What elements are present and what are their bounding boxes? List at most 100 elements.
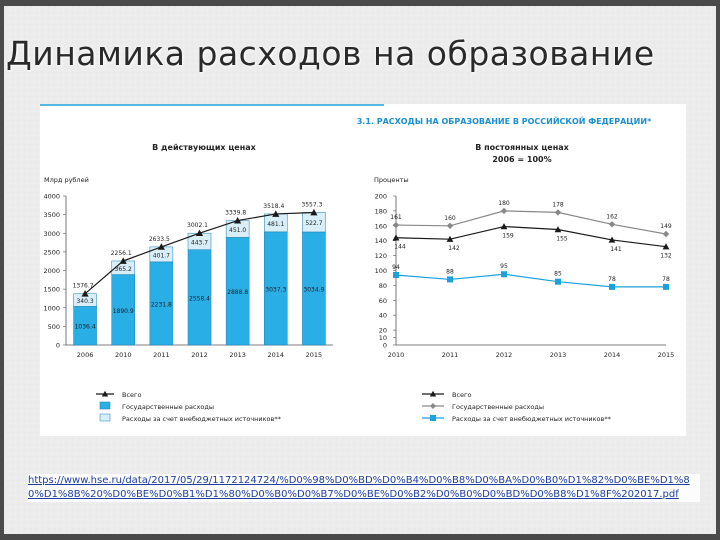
left-y-tick-label: 1000: [43, 304, 60, 312]
left-y-tick-label: 500: [48, 323, 60, 331]
right-total-label: 144: [394, 244, 406, 251]
bar-extra-label: 365.2: [115, 266, 132, 273]
right-gov-label: 160: [444, 215, 456, 222]
right-x-tick-label: 2011: [442, 351, 459, 359]
left-x-tick-label: 2010: [115, 351, 132, 359]
bar-extra-label: 522.7: [305, 220, 322, 227]
right-total-point: [392, 234, 400, 241]
left-y-tick-label: 3000: [43, 230, 60, 238]
right-gov-point: [500, 207, 508, 215]
right-extra-point: [555, 278, 561, 285]
right-extra-label: 95: [500, 263, 508, 270]
left-x-tick-label: 2012: [191, 351, 208, 359]
total-point: [119, 257, 127, 264]
right-gov-point: [608, 221, 616, 228]
left-y-tick-label: 2000: [43, 267, 60, 275]
right-y-tick-label: 40: [379, 312, 387, 320]
total-label: 3518.4: [263, 203, 284, 210]
left-y-axis-label: Млрд рублей: [44, 176, 89, 184]
right-total-point: [446, 235, 454, 242]
bar-gov-label: 2888.8: [227, 289, 248, 296]
right-chart-subtitle: 2006 = 100%: [492, 155, 551, 164]
right-gov-point: [662, 230, 670, 238]
right-gov-point: [554, 209, 562, 216]
figure-svg: 3.1. РАСХОДЫ НА ОБРАЗОВАНИЕ В РОССИЙСКОЙ…: [40, 104, 674, 423]
legend-right-extra-marker: [430, 415, 436, 421]
legend-left-extra-label: Расходы за счет внебюджетных источников*…: [122, 415, 282, 423]
right-x-tick-label: 2014: [604, 351, 621, 359]
total-point: [195, 229, 204, 237]
left-y-tick-label: 1500: [43, 286, 60, 294]
legend-left-extra-swatch: [99, 413, 111, 422]
total-point: [157, 243, 165, 250]
bar-extra-label: 340.3: [76, 298, 93, 305]
left-x-tick-label: 2006: [77, 351, 94, 359]
right-extra-label: 85: [554, 271, 562, 278]
right-extra-label: 78: [662, 276, 670, 283]
slide-title: Динамика расходов на образование: [6, 34, 655, 73]
total-point: [234, 216, 242, 224]
total-point: [81, 290, 89, 297]
total-label: 1376.7: [73, 283, 94, 290]
right-y-tick-label: 20: [379, 327, 387, 335]
legend-left-total-marker: [101, 390, 109, 397]
bar-gov-label: 1890.9: [113, 308, 134, 315]
right-gov-line: [395, 210, 667, 235]
right-total-point: [608, 236, 616, 243]
legend-right-gov-label: Государственные расходы: [452, 403, 544, 411]
legend-right-gov-marker: [430, 403, 436, 409]
right-y-axis-label: Проценты: [374, 176, 409, 184]
right-total-label: 141: [610, 246, 622, 253]
right-x-tick-label: 2012: [496, 351, 513, 359]
right-extra-point: [447, 276, 453, 283]
bar-gov-label: 2231.8: [151, 301, 172, 308]
right-y-tick-label: 10: [379, 334, 387, 342]
right-extra-point: [609, 283, 615, 290]
right-total-label: 159: [502, 233, 514, 240]
legend-left-total-label: Всего: [122, 391, 141, 399]
right-gov-label: 180: [498, 200, 510, 207]
right-total-point: [662, 243, 670, 250]
right-gov-point: [392, 221, 400, 229]
figure-title: 3.1. РАСХОДЫ НА ОБРАЗОВАНИЕ В РОССИЙСКОЙ…: [357, 115, 652, 126]
left-x-tick-label: 2015: [306, 351, 323, 359]
right-total-point: [500, 223, 508, 230]
legend-right-total-marker: [429, 390, 437, 397]
right-x-tick-label: 2013: [550, 351, 567, 359]
right-total-label: 142: [448, 245, 460, 252]
right-extra-line: [395, 273, 666, 288]
total-label: 3339.8: [225, 210, 246, 217]
right-chart-title: В постоянных ценах: [475, 143, 569, 152]
right-x-tick-label: 2010: [388, 351, 405, 359]
legend-left-gov-swatch: [99, 401, 111, 410]
total-label: 3002.1: [187, 222, 208, 229]
left-x-tick-label: 2013: [229, 351, 246, 359]
right-extra-label: 78: [608, 276, 616, 283]
total-point: [310, 208, 318, 216]
right-y-tick-label: 120: [375, 252, 387, 260]
right-y-tick-label: 160: [375, 222, 387, 230]
right-total-line: [395, 225, 667, 248]
left-x-tick-label: 2014: [268, 351, 285, 359]
bar-extra-label: 443.7: [191, 239, 208, 246]
legend-left-gov-label: Государственные расходы: [122, 403, 214, 411]
right-y-tick-label: 60: [379, 297, 387, 305]
left-y-tick-label: 3500: [43, 211, 60, 219]
right-y-tick-label: 100: [375, 267, 387, 275]
right-extra-point: [501, 271, 507, 278]
right-total-label: 155: [556, 236, 568, 243]
right-total-point: [554, 226, 562, 233]
total-label: 2633.5: [149, 236, 170, 243]
left-y-tick-label: 2500: [43, 248, 60, 256]
bar-extra-label: 481.1: [267, 221, 284, 228]
bar-extra-label: 451.0: [229, 227, 246, 234]
bar-gov-label: 2558.4: [189, 295, 210, 302]
right-total-label: 132: [660, 253, 672, 260]
total-point: [272, 210, 280, 217]
source-link[interactable]: https://www.hse.ru/data/2017/05/29/11721…: [28, 474, 700, 502]
right-extra-label: 94: [392, 264, 400, 271]
right-gov-point: [446, 222, 454, 229]
bar-gov-label: 3034.9: [303, 286, 324, 293]
right-y-tick-label: 80: [379, 282, 387, 290]
right-y-tick-label: 180: [375, 207, 387, 215]
